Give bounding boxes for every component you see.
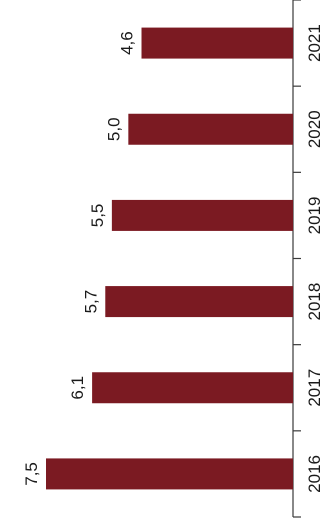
bar-2019 <box>111 199 293 231</box>
category-ticks <box>293 0 301 518</box>
category-label-2019: 2019 <box>305 197 324 235</box>
data-label-2021: 4,6 <box>118 31 137 55</box>
data-labels: 7,5 6,1 5,7 5,5 5,0 4,6 <box>22 31 137 485</box>
category-labels: 2016 2017 2018 2019 2020 2021 <box>305 24 324 493</box>
bar-2018 <box>105 286 293 318</box>
category-label-2018: 2018 <box>305 283 324 321</box>
bars <box>46 27 293 490</box>
chart-rotation-group: 7,56,15,75,55,04,6 201620172018201920202… <box>22 0 324 518</box>
category-label-2017: 2017 <box>305 369 324 407</box>
data-label-2017: 6,1 <box>68 376 87 400</box>
category-label-2021: 2021 <box>305 24 324 62</box>
bar-2017 <box>92 372 293 404</box>
data-label-2020: 5,0 <box>104 117 123 141</box>
data-label-2016: 7,5 <box>22 462 41 486</box>
bar-2016 <box>46 458 293 490</box>
data-label-2019: 5,5 <box>88 204 107 228</box>
data-label-2018: 5,7 <box>81 290 100 314</box>
bar-2021 <box>141 27 293 59</box>
bar-2020 <box>128 113 293 145</box>
category-label-2020: 2020 <box>305 110 324 148</box>
category-label-2016: 2016 <box>305 455 324 493</box>
